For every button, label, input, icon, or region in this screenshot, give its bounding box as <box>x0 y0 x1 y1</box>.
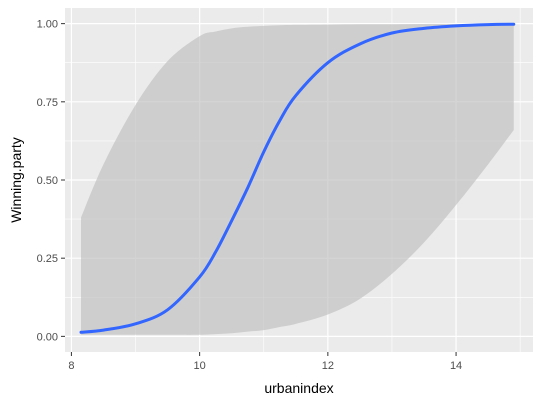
confidence-ribbon <box>81 23 514 335</box>
y-tick-label: 0.50 <box>37 175 58 187</box>
y-tick-label: 0.00 <box>37 331 58 343</box>
x-tick-label: 12 <box>322 360 334 372</box>
fitted-curve <box>79 22 516 334</box>
y-tick-label: 0.25 <box>37 253 58 265</box>
y-axis-title: Winning.party <box>8 137 24 223</box>
x-axis: 8 10 12 14 <box>68 352 462 372</box>
y-tick-label: 0.75 <box>37 97 58 109</box>
x-axis-title: urbanindex <box>264 380 333 396</box>
y-tick-label: 1.00 <box>37 19 58 31</box>
x-tick-label: 10 <box>194 360 206 372</box>
x-tick-label: 14 <box>450 360 462 372</box>
x-tick-label: 8 <box>68 360 74 372</box>
y-axis: 0.00 0.25 0.50 0.75 1.00 <box>37 19 65 343</box>
